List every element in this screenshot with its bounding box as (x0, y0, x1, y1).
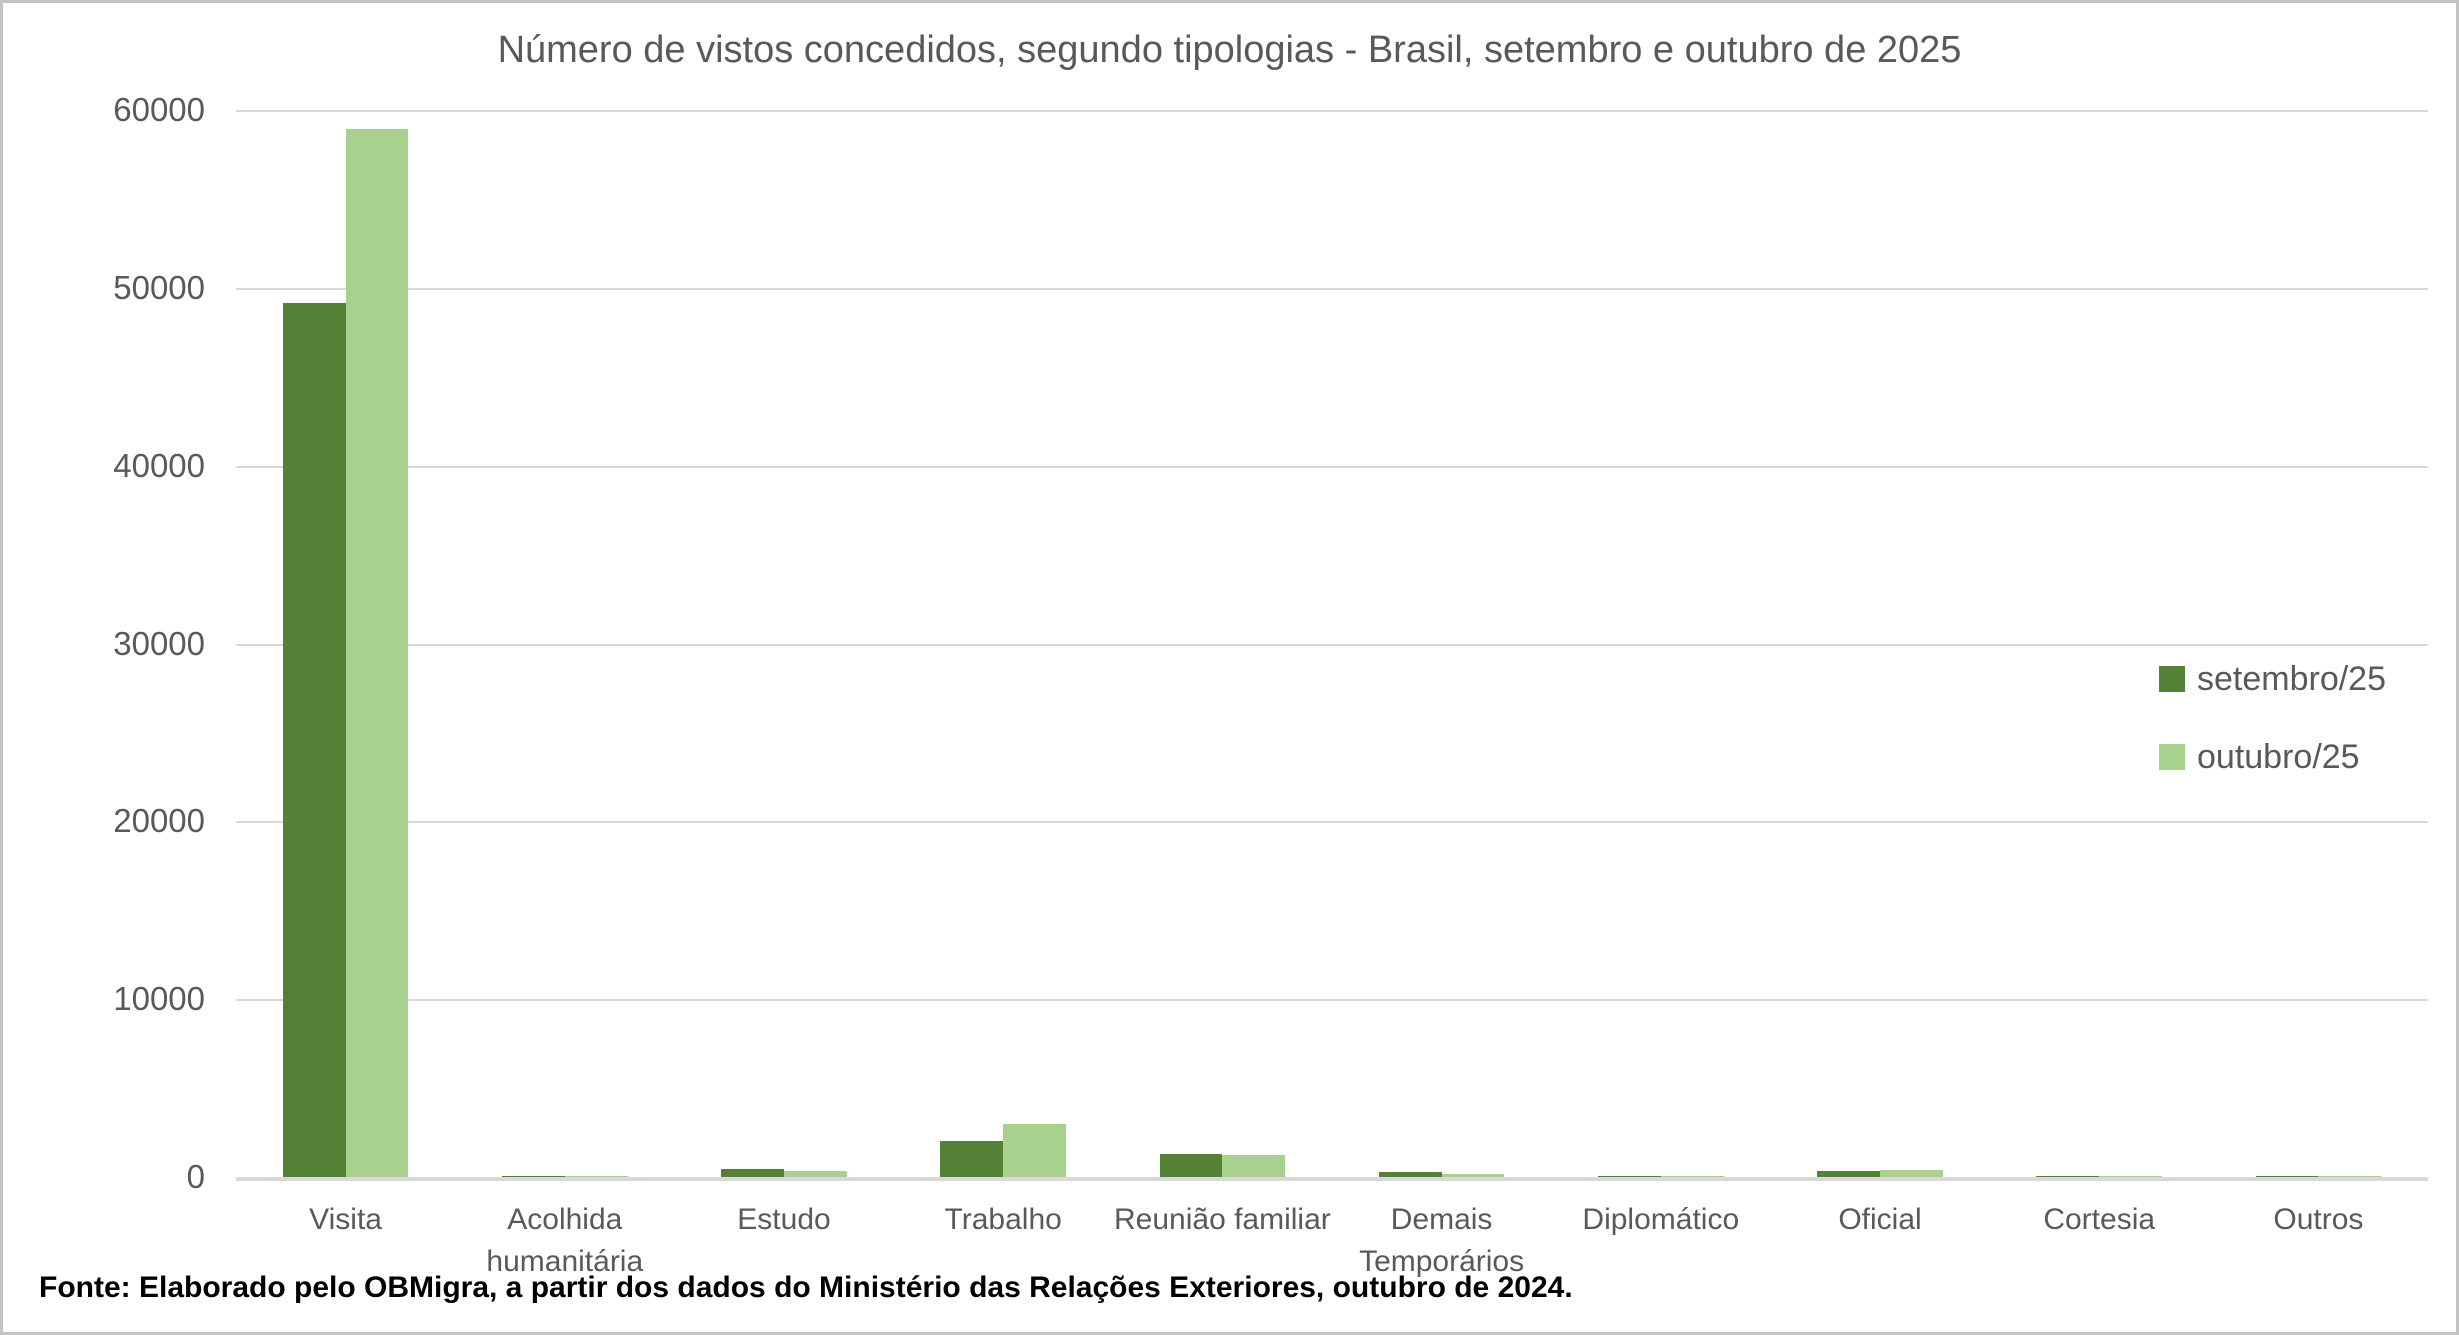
gridline-10000 (236, 999, 2428, 1002)
y-axis-tick-60000: 60000 (113, 91, 205, 128)
bar-outubro-25-estudo (784, 1170, 847, 1178)
x-axis-label-demais-temporarios: Demais Temporários (1359, 1203, 1525, 1278)
bar-setembro-25-cortesia (2036, 1175, 2100, 1178)
x-axis-label-estudo: Estudo (737, 1203, 831, 1236)
gridline-40000 (236, 465, 2428, 468)
bar-setembro-25-acolhida-humanitaria (502, 1175, 565, 1178)
x-axis-label-visita: Visita (309, 1203, 382, 1236)
gridline-30000 (236, 643, 2428, 646)
bar-setembro-25-trabalho (940, 1140, 1004, 1178)
x-axis-label-reuniao-familiar: Reunião familiar (1114, 1203, 1331, 1236)
bar-outubro-25-trabalho (1003, 1123, 1066, 1178)
legend: setembro/25 outubro/25 (2159, 653, 2386, 809)
gridline-60000 (236, 110, 2428, 112)
x-axis-label-oficial: Oficial (1838, 1203, 1922, 1236)
x-axis-label-trabalho: Trabalho (944, 1203, 1062, 1236)
bar-outubro-25-demais-temporarios (1441, 1173, 1505, 1178)
legend-swatch-icon (2159, 666, 2185, 692)
bar-outubro-25-reuniao-familiar (1222, 1154, 1286, 1178)
x-axis-label-cortesia: Cortesia (2043, 1203, 2156, 1236)
y-axis-tick-40000: 40000 (113, 446, 205, 484)
legend-label: outubro/25 (2197, 737, 2360, 776)
bar-setembro-25-estudo (721, 1169, 784, 1178)
y-axis-tick-20000: 20000 (113, 802, 205, 840)
legend-label: setembro/25 (2197, 659, 2386, 698)
bar-setembro-25-visita (282, 303, 346, 1178)
gridline-20000 (236, 821, 2428, 824)
source-note: Fonte: Elaborado pelo OBMigra, a partir … (39, 1271, 1573, 1304)
legend-swatch-icon (2159, 744, 2185, 770)
x-axis-label-diplomatico: Diplomático (1582, 1203, 1740, 1236)
bar-setembro-25-demais-temporarios (1378, 1172, 1442, 1178)
x-axis-label-acolhida-humanitaria: Acolhida humanitária (486, 1203, 644, 1278)
gridline-50000 (236, 287, 2428, 290)
x-axis-line (236, 1177, 2428, 1181)
bar-setembro-25-oficial (1817, 1171, 1880, 1178)
x-axis-label-outros: Outros (2273, 1203, 2364, 1236)
bar-setembro-25-reuniao-familiar (1159, 1153, 1223, 1178)
y-axis-tick-50000: 50000 (113, 268, 205, 306)
bar-outubro-25-visita (345, 128, 409, 1178)
chart-title: Número de vistos concedidos, segundo tip… (497, 29, 1962, 71)
legend-item-setembro-25: setembro/25 (2159, 653, 2386, 705)
y-axis-tick-30000: 30000 (113, 624, 205, 662)
y-axis-tick-0: 0 (186, 1158, 205, 1195)
legend-item-outubro-25: outubro/25 (2159, 731, 2386, 783)
bar-outubro-25-oficial (1880, 1169, 1943, 1178)
y-axis-tick-10000: 10000 (113, 980, 205, 1018)
